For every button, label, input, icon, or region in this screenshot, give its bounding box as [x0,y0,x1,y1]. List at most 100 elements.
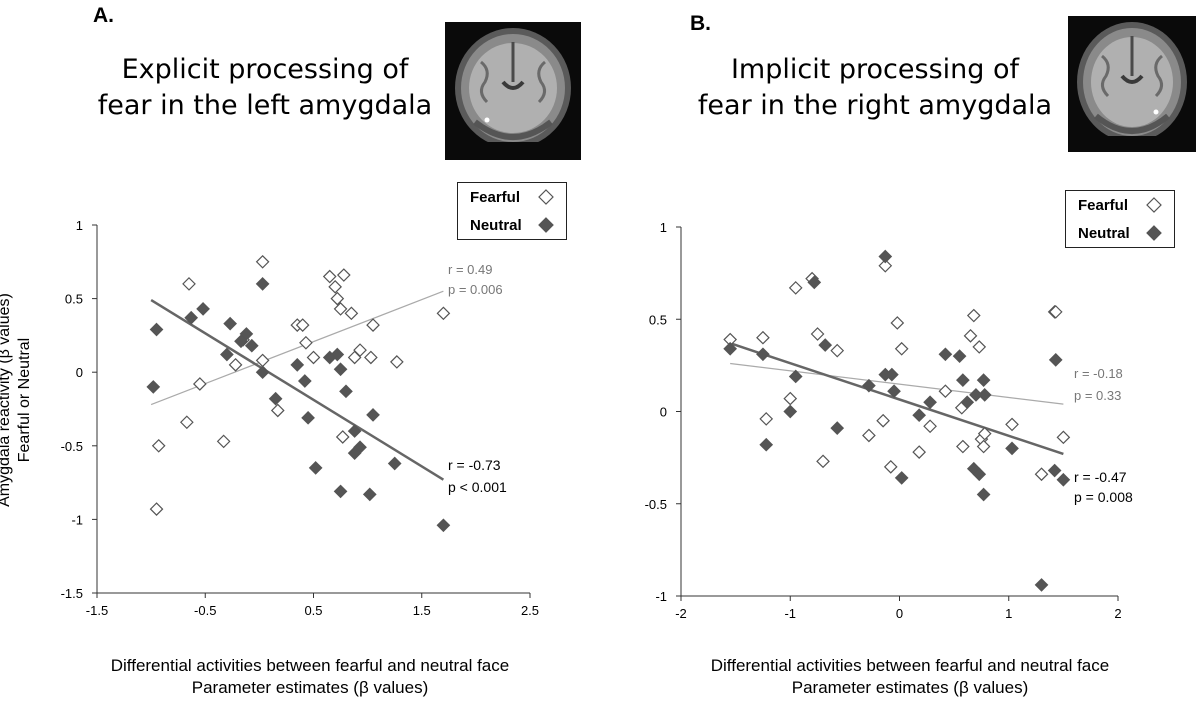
legend-fearful-marker-icon [1146,197,1162,213]
panel-b-neutral-point [912,408,927,423]
legend-fearful-label: Fearful [1078,196,1129,214]
legend-neutral-item: Neutral [458,211,566,239]
panel-b-neutral-point [878,249,893,264]
legend-neutral-marker-icon [1146,225,1162,241]
panel-b-neutral-point [1056,472,1071,487]
panel-a-stat-neutral-r: r = -0.73 [448,457,501,473]
panel-a-neutral-point [330,347,345,362]
panel-a-neutral-fit-line [150,299,445,481]
legend-neutral-marker-icon [538,217,554,233]
panel-b-x-tick-label: 0 [896,606,903,621]
panel-b-x-tick-label: 1 [1005,606,1012,621]
panel-a-fearful-point [295,318,310,332]
panel-a-x-tick-label: 0.5 [304,603,322,618]
panel-b-fearful-point [876,413,890,428]
panel-b-neutral-point [960,395,975,410]
panel-b-fearful-point [894,341,909,356]
panel-a-fearful-fit-line [150,290,444,406]
panel-b-neutral-point [723,341,738,356]
panel-b-neutral-point [756,347,770,362]
panel-a-neutral-point [220,347,234,362]
panel-a-fearful-point [270,403,285,418]
panel-a-fearful-point [192,377,207,391]
panel-b-neutral-point [807,275,822,290]
panel-b-fearful-point [1056,430,1071,445]
panel-a-x-tick-label: 2.5 [521,603,539,618]
panel-a-title-line2: fear in the left amygdala [97,90,433,121]
panel-b-fearful-point [862,428,876,443]
panel-b-x-axis-label-line1: Differential activities between fearful … [710,656,1110,675]
panel-b-letter: B. [690,12,711,35]
panel-b-fearful-point [1048,305,1063,319]
panel-a-fearful-point [335,430,350,444]
panel-a-y-axis-label: Amygdala reactivity (β values) Fearful o… [0,280,35,520]
panel-a-x-axis-label: Differential activities between fearful … [60,655,560,699]
panel-a-neutral-point [339,384,353,399]
panel-b-stat-fearful-r: r = -0.18 [1074,366,1123,381]
panel-a-x-axis-label-line2: Parameter estimates (β values) [191,678,429,697]
panel-a-fearful-point [344,306,359,321]
panel-a-fearful-point [149,502,164,516]
panel-a-x-tick-label: -1.5 [86,603,108,618]
panel-a-neutral-point [149,322,164,337]
panel-a-neutral-point [255,365,270,380]
panel-b-stat-fearful-p: p = 0.33 [1074,388,1121,403]
panel-b-roi-marker [1153,109,1159,115]
panel-a-y-tick-label: -1.5 [61,586,83,601]
panel-b-fearful-point [956,439,970,454]
panel-b-fearful-point [923,419,937,434]
panel-a-neutral-point [268,391,283,406]
panel-b-y-tick-label: 0.5 [649,312,667,327]
panel-b-title: Implicit processing of fear in the right… [690,52,1060,124]
panel-a-stat-neutral-p: p < 0.001 [448,479,507,495]
panel-b-stat-neutral-p: p = 0.008 [1074,489,1133,505]
panel-b-neutral-point [894,471,909,485]
panel-a-neutral-point [366,408,380,422]
panel-b-fearful-fit-line [730,362,1064,405]
panel-a-neutral-point [297,374,312,388]
panel-a-fearful-point [255,254,270,269]
panel-a-neutral-point [347,424,362,438]
panel-a-stat-fearful-p: p = 0.006 [448,282,503,297]
panel-b-fearful-point [977,426,992,441]
panel-a-y-tick-label: -1 [71,512,83,527]
panel-a-neutral-point [301,410,315,425]
panel-a-fearful-point [328,279,342,294]
panel-b-neutral-point [830,421,845,435]
panel-b-neutral-point [783,404,798,419]
panel-a-fearful-point [390,355,404,369]
panel-b-fearful-point [972,340,987,354]
panel-a-neutral-point [333,484,348,499]
panel-a-neutral-point [244,338,259,353]
panel-a-neutral-point [308,461,323,475]
panel-b-fearful-point [783,391,798,406]
panel-a-fearful-point [322,269,337,284]
panel-b-y-tick-label: 0 [660,405,667,420]
panel-b-neutral-point [1034,578,1049,592]
legend-fearful-label: Fearful [470,188,521,206]
panel-b-neutral-point [976,373,991,387]
panel-a-y-tick-label: 0 [76,365,83,380]
panel-b-fearful-point [912,445,927,459]
panel-b-brain-mri-image [1068,16,1196,152]
legend-neutral-item: Neutral [1066,219,1174,247]
panel-b-y-tick-label: -1 [655,589,667,604]
panel-b-x-tick-label: -2 [675,606,687,621]
panel-b-fearful-point [830,343,845,358]
panel-a-y-tick-label: -0.5 [61,439,83,454]
panel-a-neutral-point [290,357,305,372]
panel-a-neutral-point [223,316,237,331]
panel-b-fearful-point [788,281,803,295]
panel-b-neutral-point [1047,463,1062,478]
panel-b-neutral-point [972,467,987,482]
panel-b-neutral-point [759,437,774,452]
panel-b-fearful-point [883,460,898,474]
panel-a-fearful-point [333,302,348,316]
panel-a-y-axis-label-line1: Amygdala reactivity (β values) [0,293,13,507]
panel-a-fearful-point [336,268,351,282]
legend-neutral-label: Neutral [470,216,522,234]
panel-a-title-line1: Explicit processing of [121,54,409,85]
panel-b-neutral-point [976,487,991,502]
legend-fearful-item: Fearful [458,183,566,211]
panel-a-fearful-point [182,277,196,291]
